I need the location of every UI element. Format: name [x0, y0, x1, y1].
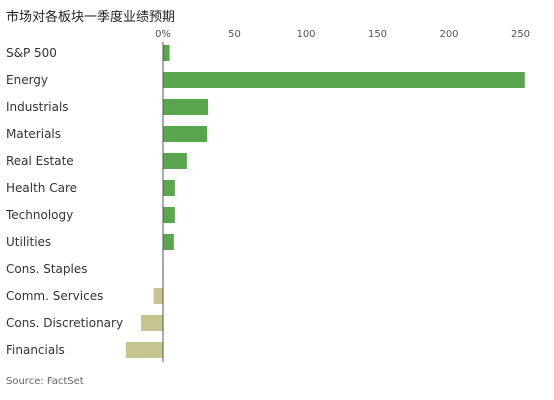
x-tick-label: 200 [439, 29, 458, 40]
category-label: Financials [6, 343, 65, 357]
x-tick-label: 100 [296, 29, 315, 40]
bar [163, 126, 208, 142]
x-tick-label: 150 [368, 29, 387, 40]
x-tick-label: 50 [228, 29, 241, 40]
category-label: Real Estate [6, 154, 74, 168]
bar [163, 72, 525, 88]
source-note: Source: FactSet [6, 376, 84, 387]
category-label: Energy [6, 73, 48, 87]
bar [163, 180, 175, 196]
category-label: Materials [6, 127, 61, 141]
category-label: Health Care [6, 181, 77, 195]
bar [163, 153, 187, 169]
category-label: Cons. Discretionary [6, 316, 123, 330]
bar [140, 315, 163, 331]
category-label: Comm. Services [6, 289, 103, 303]
bar [125, 342, 163, 358]
category-label: Technology [5, 208, 73, 222]
category-label: Industrials [6, 100, 69, 114]
bar [153, 288, 163, 304]
bar [163, 207, 175, 223]
x-tick-label: 250 [511, 29, 530, 40]
category-label: Cons. Staples [6, 262, 87, 276]
x-tick-label: 0% [155, 29, 171, 40]
category-label: S&P 500 [6, 46, 57, 60]
bar [163, 234, 174, 250]
category-label: Utilities [6, 235, 51, 249]
bar [163, 99, 209, 115]
chart-title: 市场对各板块一季度业绩预期 [6, 10, 176, 25]
bar [163, 45, 170, 61]
